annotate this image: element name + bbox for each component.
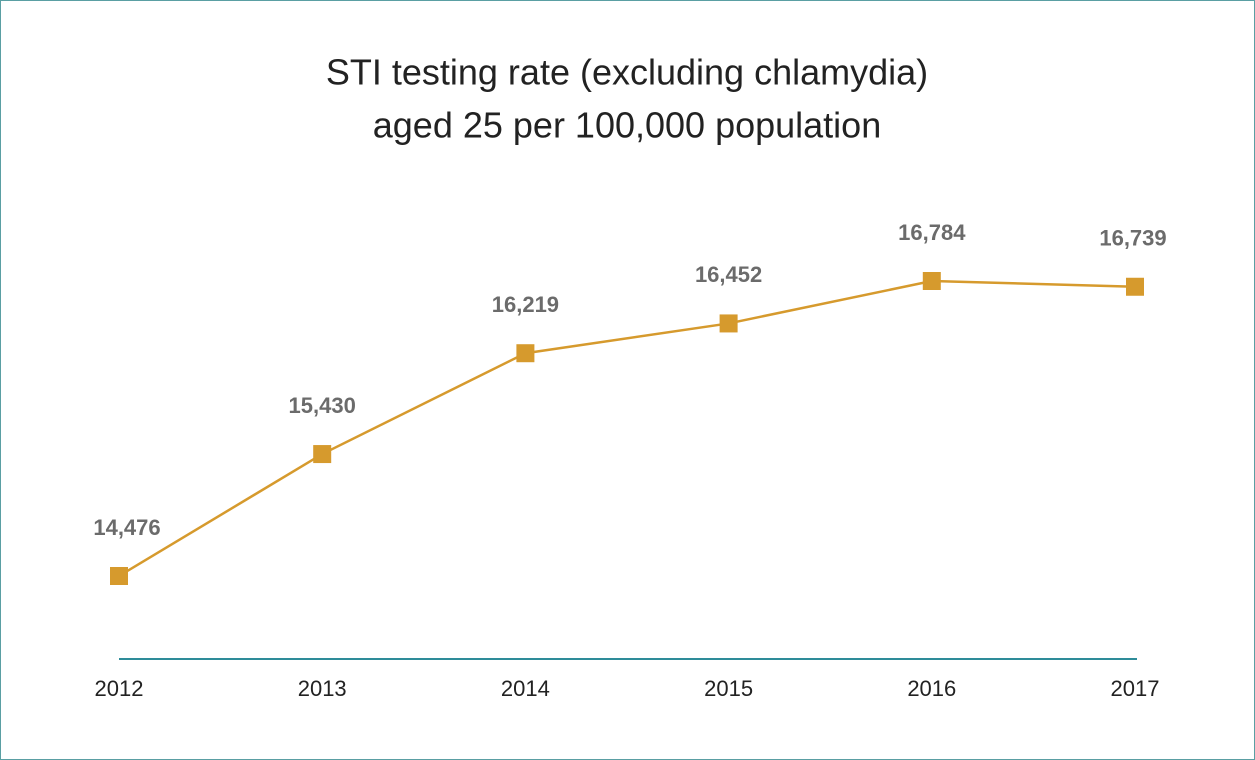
line <box>118 279 1136 578</box>
chart-title: aged 25 per 100,000 population <box>373 105 881 146</box>
marker <box>719 314 738 333</box>
data-label: 15,430 <box>289 393 356 418</box>
marker <box>110 567 128 585</box>
chart-title: STI testing rate (excluding chlamydia) <box>326 52 928 93</box>
data-label: 16,739 <box>1099 226 1166 251</box>
data-label: 16,784 <box>898 220 966 245</box>
x-tick-label: 2013 <box>298 676 347 701</box>
marker <box>516 344 535 363</box>
marker <box>1126 277 1144 296</box>
x-tick-label: 2014 <box>501 676 550 701</box>
x-tick-label: 2015 <box>704 676 753 701</box>
data-label: 16,452 <box>695 262 762 287</box>
x-tick-label: 2016 <box>907 676 956 701</box>
marker <box>313 445 332 464</box>
data-label: 16,219 <box>492 292 559 317</box>
marker <box>922 272 941 290</box>
x-tick-label: 2017 <box>1111 676 1160 701</box>
x-tick-label: 2012 <box>95 676 144 701</box>
data-label: 14,476 <box>93 515 160 540</box>
